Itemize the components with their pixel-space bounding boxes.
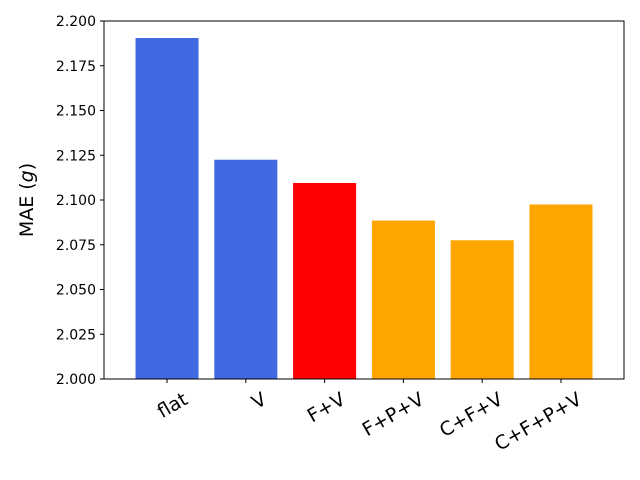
- bar-c-f-v: [450, 240, 514, 379]
- y-tick-label: 2.175: [56, 59, 96, 75]
- x-tick-label: flat: [154, 388, 192, 423]
- bar-f-p-v: [371, 220, 435, 379]
- y-tick-label: 2.075: [56, 238, 96, 254]
- y-tick-label: 2.150: [56, 104, 96, 120]
- x-tick-label: C+F+P+V: [491, 388, 586, 455]
- y-axis-label-suffix: ): [16, 163, 38, 170]
- bars-group: [135, 38, 593, 379]
- x-tick-label: F+P+V: [359, 388, 428, 441]
- bar-v: [214, 159, 278, 379]
- y-ticks-group: 2.000 2.025 2.050 2.075 2.100 2.125 2.150 2.175…: [56, 14, 104, 388]
- y-tick-label: 2.025: [56, 327, 96, 343]
- plot-frame: [103, 20, 625, 380]
- y-tick-label: 2.200: [56, 14, 96, 30]
- bar-flat: [135, 38, 199, 379]
- y-axis-label-prefix: MAE (: [16, 182, 38, 237]
- y-tick-label: 2.100: [56, 193, 96, 209]
- x-tick-label: V: [248, 388, 270, 414]
- y-tick-label: 2.000: [56, 372, 96, 388]
- bar-f-v: [293, 182, 357, 379]
- y-tick-label: 2.050: [56, 283, 96, 299]
- x-tick-label: F+V: [304, 388, 350, 427]
- y-axis-label-symbol: g: [16, 170, 38, 182]
- x-ticks-group: flat V F+V F+P+V C+F+VC+F+P+V: [154, 379, 586, 456]
- y-axis-label: MAE (g): [16, 163, 38, 237]
- bar-c-f-p-v: [529, 204, 593, 379]
- y-tick-label: 2.125: [56, 148, 96, 164]
